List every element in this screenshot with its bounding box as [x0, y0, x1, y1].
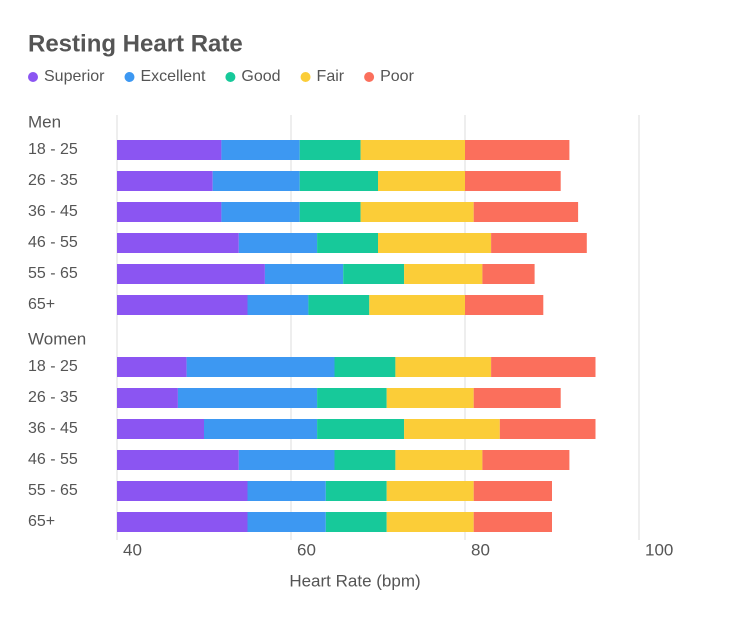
legend-label: Fair: [317, 68, 345, 85]
bar-segment: [386, 512, 474, 532]
legend-swatch: [364, 72, 375, 82]
y-tick-label: 18 - 25: [28, 141, 78, 158]
bar-segment: [473, 202, 579, 222]
bar-segment: [212, 171, 300, 191]
bar-segment: [482, 450, 570, 470]
y-tick-label: 65+: [28, 296, 55, 313]
bar-segment: [465, 295, 544, 315]
bar-segment: [334, 357, 396, 377]
bar-segment: [465, 140, 570, 160]
bar-segment: [247, 295, 309, 315]
bar-segment: [299, 202, 361, 222]
x-tick-label: 100: [645, 540, 673, 559]
bar-segment: [117, 264, 265, 284]
x-tick-label: 80: [471, 540, 490, 559]
bar-segment: [247, 512, 326, 532]
bar-segment: [378, 171, 465, 191]
y-tick-label: 26 - 35: [28, 172, 78, 189]
bar-segment: [317, 419, 405, 439]
bar-segment: [221, 202, 300, 222]
y-tick-label: 65+: [28, 513, 55, 530]
bar-segment: [343, 264, 405, 284]
bar-segment: [204, 419, 318, 439]
bar-segment: [404, 264, 483, 284]
bar-segment: [117, 481, 248, 501]
y-tick-label: 46 - 55: [28, 234, 78, 251]
bar-segment: [117, 419, 204, 439]
bar-segment: [117, 512, 248, 532]
bar-segment: [308, 295, 370, 315]
group-label: Women: [28, 329, 86, 348]
x-tick-label: 40: [123, 540, 142, 559]
bar-segment: [360, 202, 474, 222]
bar-segment: [299, 171, 378, 191]
legend-swatch: [300, 72, 311, 82]
bar-segment: [395, 357, 492, 377]
bar-segment: [325, 512, 387, 532]
bar-segment: [117, 233, 239, 253]
bar-segment: [238, 450, 335, 470]
y-tick-label: 36 - 45: [28, 203, 78, 220]
bar-segment: [491, 233, 587, 253]
chart-title: Resting Heart Rate: [28, 30, 243, 57]
bar-segment: [404, 419, 500, 439]
bar-segment: [465, 171, 561, 191]
y-tick-label: 46 - 55: [28, 451, 78, 468]
legend-swatch: [124, 72, 135, 82]
bar-segment: [325, 481, 387, 501]
bar-segment: [334, 450, 396, 470]
bar-segment: [317, 388, 387, 408]
y-tick-label: 55 - 65: [28, 265, 78, 282]
bar-segment: [117, 450, 239, 470]
bar-segment: [491, 357, 596, 377]
bar-segment: [395, 450, 483, 470]
bar-segment: [360, 140, 465, 160]
y-tick-label: 26 - 35: [28, 389, 78, 406]
legend-label: Good: [241, 68, 280, 85]
group-label: Men: [28, 112, 61, 131]
x-tick-label: 60: [297, 540, 316, 559]
bar-segment: [499, 419, 596, 439]
bar-segment: [221, 140, 300, 160]
bar-segment: [473, 481, 552, 501]
x-axis-title: Heart Rate (bpm): [289, 571, 420, 590]
bar-segment: [473, 388, 561, 408]
bar-segment: [117, 202, 222, 222]
bar-segment: [264, 264, 344, 284]
legend-label: Excellent: [140, 68, 205, 85]
legend-swatch: [28, 72, 38, 82]
bar-segment: [117, 140, 222, 160]
y-tick-label: 18 - 25: [28, 358, 78, 375]
legend-swatch: [225, 72, 236, 82]
bar-segment: [299, 140, 361, 160]
bar-segment: [117, 295, 248, 315]
legend-label: Poor: [380, 68, 414, 85]
bar-segment: [369, 295, 465, 315]
bar-segment: [386, 481, 474, 501]
bar-segment: [186, 357, 335, 377]
bar-segment: [378, 233, 492, 253]
bar-segment: [247, 481, 326, 501]
bar-segment: [117, 357, 187, 377]
bar-segment: [386, 388, 474, 408]
y-tick-label: 55 - 65: [28, 482, 78, 499]
bar-segment: [238, 233, 318, 253]
bar-segment: [177, 388, 318, 408]
bar-segment: [117, 388, 178, 408]
bar-segment: [117, 171, 213, 191]
y-tick-label: 36 - 45: [28, 420, 78, 437]
bar-segment: [317, 233, 378, 253]
bar-segment: [473, 512, 552, 532]
bar-segment: [482, 264, 535, 284]
legend-label: Superior: [44, 68, 105, 85]
